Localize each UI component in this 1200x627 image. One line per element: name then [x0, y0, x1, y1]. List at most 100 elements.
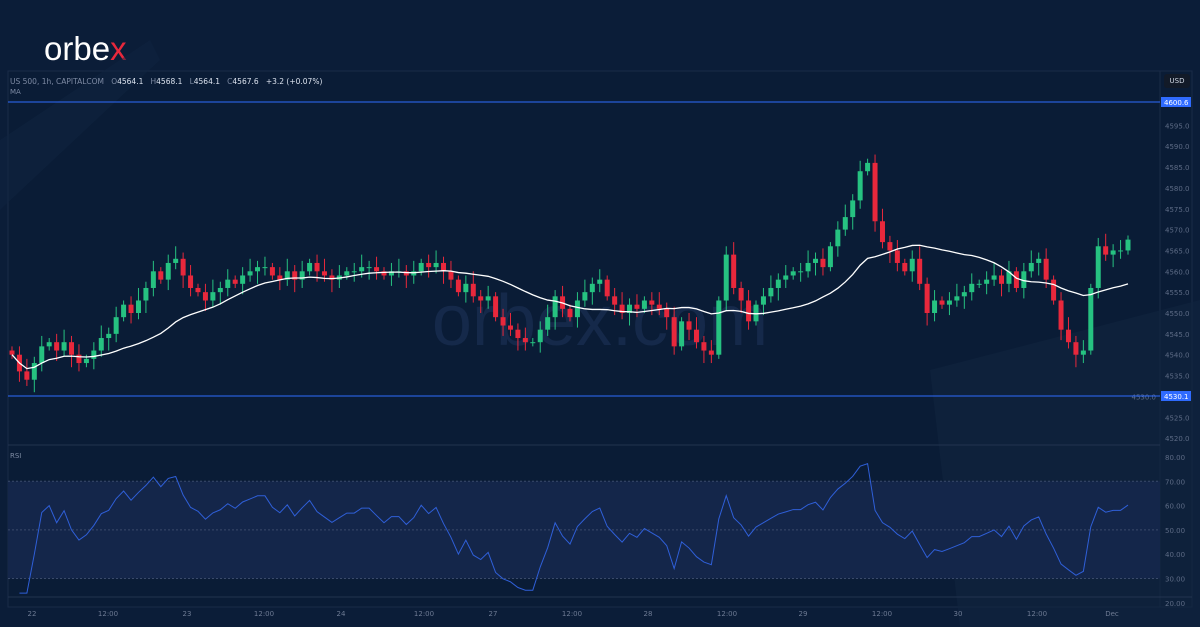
candle[interactable] — [1006, 271, 1012, 284]
candle[interactable] — [61, 342, 67, 351]
candle[interactable] — [351, 271, 357, 273]
candle[interactable] — [1103, 246, 1109, 255]
candle[interactable] — [612, 296, 618, 305]
candle[interactable] — [1118, 250, 1124, 252]
candle[interactable] — [143, 287, 149, 301]
candle[interactable] — [247, 271, 253, 276]
candle[interactable] — [91, 350, 97, 359]
candle[interactable] — [76, 354, 82, 364]
candle[interactable] — [738, 287, 744, 301]
candle[interactable] — [441, 262, 447, 272]
candle[interactable] — [329, 275, 335, 280]
candle[interactable] — [24, 371, 30, 380]
candle[interactable] — [813, 258, 819, 263]
candle[interactable] — [455, 279, 461, 293]
candle[interactable] — [121, 304, 127, 318]
candle[interactable] — [39, 346, 45, 364]
candle[interactable] — [731, 254, 737, 288]
candle[interactable] — [292, 271, 298, 280]
candle[interactable] — [366, 267, 372, 269]
candle[interactable] — [716, 300, 722, 355]
candle[interactable] — [1065, 329, 1071, 343]
candle[interactable] — [627, 304, 633, 314]
candle[interactable] — [1013, 271, 1019, 288]
candle[interactable] — [582, 292, 588, 301]
candle[interactable] — [924, 283, 930, 314]
candle[interactable] — [1110, 250, 1116, 255]
candle[interactable] — [31, 363, 37, 380]
candle[interactable] — [909, 258, 915, 272]
candle[interactable] — [478, 296, 484, 301]
candle[interactable] — [1058, 300, 1064, 330]
candle[interactable] — [1095, 246, 1101, 288]
candle[interactable] — [545, 317, 551, 330]
candle[interactable] — [374, 267, 380, 272]
candle[interactable] — [69, 342, 75, 355]
candle[interactable] — [54, 342, 60, 351]
candle[interactable] — [83, 358, 89, 364]
candle[interactable] — [932, 300, 938, 314]
rsi-label[interactable]: RSI — [10, 452, 22, 460]
candle[interactable] — [262, 267, 268, 269]
candle[interactable] — [976, 283, 982, 285]
candle[interactable] — [493, 296, 499, 318]
candle[interactable] — [255, 267, 261, 272]
candle[interactable] — [961, 292, 967, 297]
candle[interactable] — [969, 283, 975, 293]
candle[interactable] — [210, 292, 216, 301]
candle[interactable] — [321, 271, 327, 276]
candle[interactable] — [202, 292, 208, 301]
candle[interactable] — [344, 271, 350, 276]
candle[interactable] — [887, 242, 893, 251]
candle[interactable] — [991, 275, 997, 280]
candle[interactable] — [954, 296, 960, 301]
candle[interactable] — [820, 258, 826, 268]
candle[interactable] — [1028, 262, 1034, 272]
candle[interactable] — [939, 300, 945, 305]
candle[interactable] — [760, 296, 766, 305]
candle[interactable] — [470, 283, 476, 297]
candle[interactable] — [872, 162, 878, 222]
candle[interactable] — [679, 321, 685, 347]
candle[interactable] — [1021, 271, 1027, 288]
candle[interactable] — [701, 342, 707, 351]
candle[interactable] — [46, 342, 52, 347]
candle[interactable] — [671, 317, 677, 347]
candle[interactable] — [314, 262, 320, 272]
candle[interactable] — [604, 279, 610, 297]
candle[interactable] — [381, 271, 387, 276]
candle[interactable] — [574, 300, 580, 318]
candle[interactable] — [150, 271, 156, 288]
candle[interactable] — [664, 308, 670, 318]
candle[interactable] — [113, 317, 119, 334]
candle[interactable] — [299, 271, 305, 280]
candle[interactable] — [388, 271, 394, 276]
candle[interactable] — [433, 262, 439, 268]
candle[interactable] — [865, 162, 871, 172]
candle[interactable] — [708, 350, 714, 355]
candle[interactable] — [693, 329, 699, 343]
candle[interactable] — [359, 267, 365, 272]
candle[interactable] — [1073, 342, 1079, 355]
candle[interactable] — [180, 258, 186, 276]
candle[interactable] — [9, 350, 15, 355]
candle[interactable] — [1088, 287, 1094, 351]
candle[interactable] — [835, 229, 841, 247]
candle[interactable] — [917, 258, 923, 284]
candle[interactable] — [1051, 279, 1057, 301]
candle[interactable] — [1125, 239, 1131, 251]
candle[interactable] — [783, 275, 789, 280]
candle[interactable] — [775, 279, 781, 288]
candle[interactable] — [98, 338, 104, 351]
candle[interactable] — [567, 308, 573, 318]
candle[interactable] — [999, 275, 1005, 284]
candle[interactable] — [597, 279, 603, 284]
candle[interactable] — [522, 338, 528, 343]
candle[interactable] — [240, 275, 246, 284]
candle[interactable] — [165, 262, 171, 280]
candle[interactable] — [225, 279, 231, 288]
candle[interactable] — [463, 283, 469, 293]
candle[interactable] — [173, 258, 179, 263]
candle[interactable] — [448, 271, 454, 280]
candle[interactable] — [857, 171, 863, 201]
